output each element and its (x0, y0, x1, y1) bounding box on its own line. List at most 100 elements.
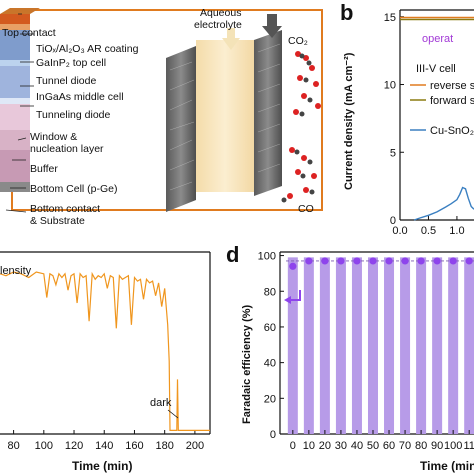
d-y-axis-label: Faradaic efficiency (%) (241, 304, 253, 424)
c-x-tick-label-6: 200 (186, 440, 204, 452)
d-x-tick-label-9: 90 (431, 440, 443, 452)
d-y-tick-label-1: 20 (264, 393, 276, 405)
b-y-tick-label-2: 10 (384, 80, 396, 92)
d-bar-3 (335, 257, 346, 434)
b-y-tick-label-3: 15 (384, 12, 396, 24)
d-marker-0 (289, 262, 297, 270)
c-series-line (0, 271, 210, 431)
c-x-tick-label-3: 140 (95, 440, 113, 452)
layer-stack (0, 8, 40, 192)
b-y-axis-label: Current density (mA cm⁻²) (343, 52, 355, 190)
d-marker-1 (305, 257, 313, 265)
electrochemical-cell (166, 30, 282, 212)
d-x-tick-label-1: 10 (303, 440, 315, 452)
b-x-tick-label-0: 0.0 (392, 225, 407, 237)
b-legend-cu: Cu-SnO₂ (430, 125, 474, 137)
d-y-tick-label-2: 40 (264, 358, 276, 370)
layer-label-window: Window & (30, 131, 78, 143)
d-marker-6 (385, 257, 393, 265)
c-x-tick-label-1: 100 (35, 440, 53, 452)
d-bar-6 (384, 257, 395, 434)
d-y-tick-label-0: 0 (270, 429, 276, 441)
d-bar-11 (464, 257, 474, 434)
electrolyte-label-1: Aqueous (200, 7, 242, 19)
d-bar-0 (287, 257, 298, 434)
d-bar-9 (432, 257, 443, 434)
d-marker-3 (337, 257, 345, 265)
d-x-tick-label-4: 40 (351, 440, 363, 452)
panel-label-d: d (226, 242, 240, 267)
d-y-tick-label-5: 100 (258, 251, 276, 263)
d-x-tick-label-3: 30 (335, 440, 347, 452)
d-x-axis-label: Time (min (420, 459, 474, 473)
co2-molecules (293, 51, 321, 117)
d-marker-9 (433, 257, 441, 265)
b-x-tick-label-2: 1.0 (449, 225, 464, 237)
d-marker-8 (417, 257, 425, 265)
b-legend-reverse: reverse s (430, 80, 474, 92)
layer-label-bottom-contact: Bottom contact (30, 203, 101, 215)
d-x-tick-label-2: 20 (319, 440, 331, 452)
d-marker-2 (321, 257, 329, 265)
layer-label-top-cell: GaInP₂ top cell (36, 57, 107, 69)
d-x-tick-label-5: 50 (367, 440, 379, 452)
b-legend-title: III-V cell (416, 63, 456, 75)
c-series-label: lensity (0, 265, 32, 277)
layer-label-tunnel-diode: Tunnel diode (36, 75, 97, 87)
co2-label: CO₂ (288, 35, 308, 47)
b-y-tick-label-0: 0 (390, 215, 396, 227)
c-x-tick-label-0: 80 (7, 440, 19, 452)
layer-label-nucleation: nucleation layer (30, 143, 104, 155)
panel-c-chart: 80 100 120 140 160 180 200 lensity dark Time (… (0, 251, 211, 473)
d-marker-7 (401, 257, 409, 265)
layer-label-bottom-cell: Bottom Cell (p-Ge) (30, 183, 118, 195)
layer-label-ar-coating: TiOₓ/Al₂O₃ AR coating (36, 43, 139, 55)
layer-label-substrate: & Substrate (30, 215, 85, 227)
b-legend-forward: forward s (430, 95, 474, 107)
d-y-tick-label-3: 60 (264, 322, 276, 334)
layer-label-middle-cell: InGaAs middle cell (36, 91, 124, 103)
c-x-tick-label-4: 160 (125, 440, 143, 452)
d-x-tick-label-10: 100 (444, 440, 462, 452)
c-x-axis-label: Time (min) (72, 459, 132, 473)
gas-inlet-arrow (262, 14, 282, 38)
b-y-tick-label-1: 5 (390, 147, 396, 159)
electrolyte-label-2: electrolyte (194, 19, 242, 31)
d-x-tick-label-8: 80 (415, 440, 427, 452)
c-dark-annotation: dark (150, 397, 172, 409)
d-left-axis-arrowhead (284, 296, 291, 304)
d-bar-10 (448, 257, 459, 434)
b-x-tick-label-1: 0.5 (421, 225, 436, 237)
co-label: CO (298, 203, 314, 215)
d-x-tick-label-11: 11 (463, 440, 474, 452)
d-bar-2 (319, 257, 330, 434)
panel-label-b: b (340, 0, 354, 25)
b-x-axis-label: Vo (450, 239, 464, 240)
c-dark-arrow (167, 409, 179, 419)
d-marker-4 (353, 257, 361, 265)
b-annotation: operat (422, 33, 453, 45)
d-x-tick-label-6: 60 (383, 440, 395, 452)
c-x-tick-label-2: 120 (65, 440, 83, 452)
c-x-tick-label-5: 180 (155, 440, 173, 452)
electrolyte-inlet-arrow (222, 28, 240, 50)
d-marker-10 (449, 257, 457, 265)
layer-label-tunneling-diode: Tunneling diode (36, 109, 111, 121)
d-x-tick-label-0: 0 (290, 440, 296, 452)
d-y-tick-label-4: 80 (264, 286, 276, 298)
d-marker-11 (465, 257, 473, 265)
solar-cell-stack (0, 8, 323, 213)
d-x-tick-label-7: 70 (399, 440, 411, 452)
layer-label-top-contact: Top contact (2, 27, 56, 39)
d-left-axis-arrow (290, 290, 301, 301)
panel-b-chart: 0 5 10 15 0.0 0.5 1.0 operat III-V cell revers… (343, 9, 474, 240)
b-series-line-2 (413, 186, 474, 221)
panel-a-schematic: Top contact TiOₓ/Al₂O₃ AR coating GaInP₂… (0, 0, 330, 227)
d-bar-8 (416, 257, 427, 434)
d-bar-7 (400, 257, 411, 434)
d-bar-1 (303, 257, 314, 434)
d-bar-4 (351, 257, 362, 434)
d-marker-5 (369, 257, 377, 265)
co-molecules (281, 147, 317, 203)
